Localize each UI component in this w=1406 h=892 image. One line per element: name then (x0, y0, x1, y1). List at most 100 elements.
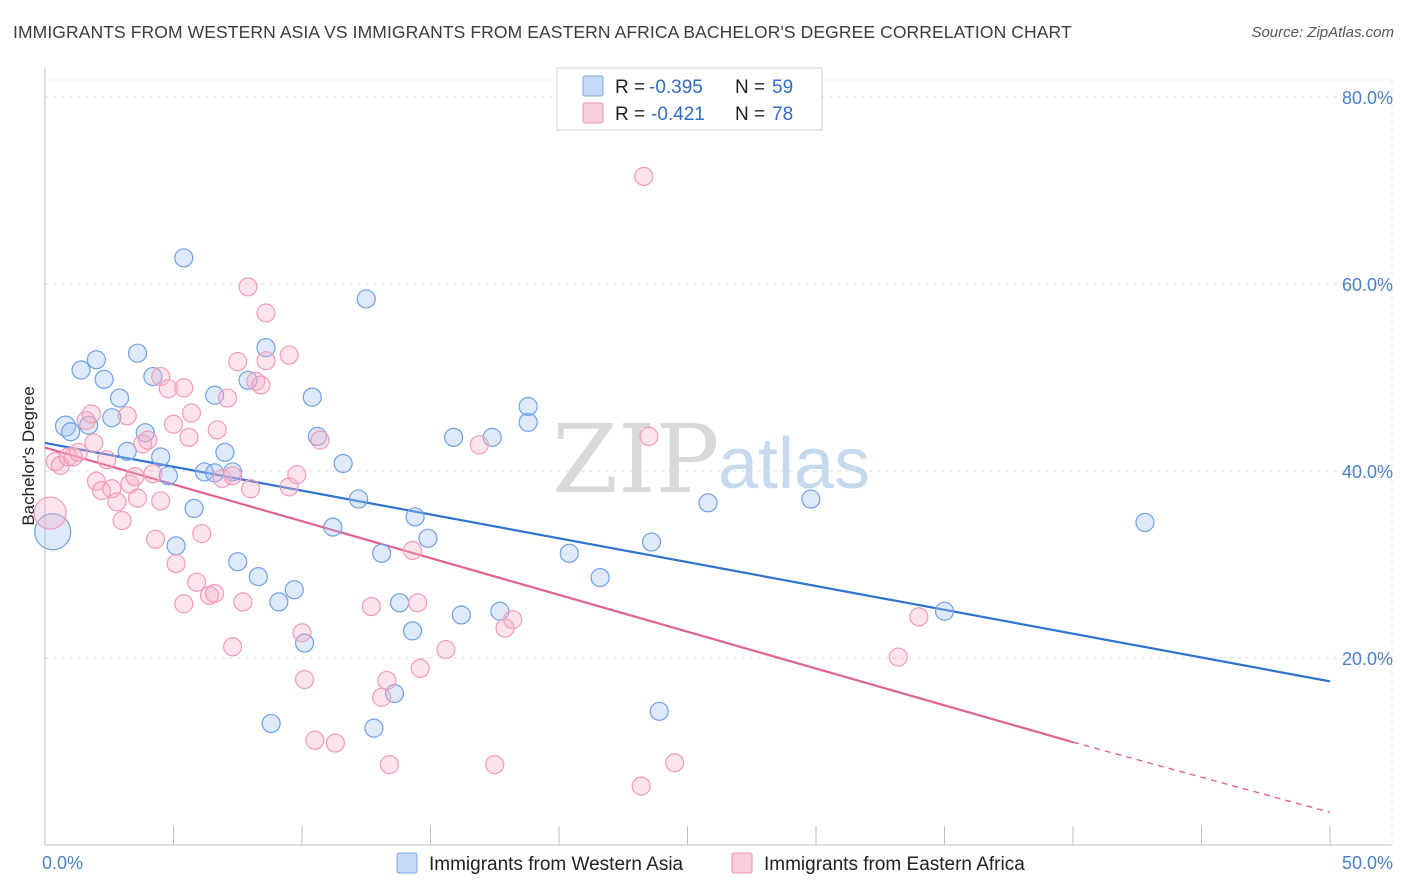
western-asia-point-29 (284, 580, 304, 600)
legend-box: R = -0.395 N = 59 R = -0.421 N = 78 (556, 67, 823, 131)
eastern-africa-point-28 (174, 594, 194, 614)
western-asia-point-43 (418, 528, 438, 548)
legend-r-label-2: R = (615, 104, 645, 125)
western-asia-point-3 (71, 360, 91, 380)
data-points (33, 166, 1155, 796)
eastern-africa-point-48 (256, 351, 276, 371)
eastern-africa-point-44 (241, 479, 261, 499)
legend-n-value-1: 59 (772, 77, 793, 98)
eastern-africa-point-54 (305, 730, 325, 750)
eastern-africa-point-55 (310, 430, 330, 450)
legend-swatch-eastern-africa (582, 102, 604, 124)
source-label: Source: ZipAtlas.com (1251, 24, 1394, 41)
eastern-africa-point-68 (503, 610, 523, 630)
eastern-africa-point-65 (469, 435, 489, 455)
eastern-africa-point-57 (361, 596, 381, 617)
y-axis-label: Bachelor's Degree (19, 386, 38, 525)
western-asia-point-50 (559, 543, 579, 563)
legend-swatch-western-asia (582, 75, 604, 97)
western-asia-point-52 (641, 532, 662, 552)
eastern-africa-point-49 (279, 477, 299, 497)
western-asia-point-9 (117, 441, 137, 461)
bottom-legend-swatch-eastern-africa (731, 852, 753, 874)
eastern-africa-point-70 (634, 166, 654, 187)
eastern-africa-point-50 (279, 345, 299, 365)
western-asia-point-13 (151, 447, 171, 467)
western-asia-point-6 (94, 369, 114, 389)
eastern-africa-trend-extension (1072, 741, 1331, 813)
eastern-africa-point-71 (639, 426, 659, 447)
western-asia-point-5 (86, 350, 107, 370)
eastern-africa-point-60 (379, 754, 399, 775)
eastern-africa-point-29 (174, 378, 194, 398)
axes (44, 68, 1392, 846)
western-asia-point-45 (451, 605, 471, 625)
eastern-africa-point-15 (117, 406, 137, 426)
x-tick-label-min: 0.0% (42, 853, 83, 873)
western-asia-point-28 (269, 592, 289, 612)
western-asia-point-27 (261, 713, 281, 734)
western-asia-point-54 (698, 493, 718, 513)
eastern-africa-point-14 (112, 510, 132, 531)
eastern-africa-point-39 (223, 466, 243, 486)
eastern-africa-point-36 (207, 420, 227, 440)
western-asia-trend-line (44, 441, 1331, 683)
bottom-legend-swatch-western-asia (396, 852, 418, 874)
eastern-africa-point-31 (181, 403, 202, 423)
y-tick-label-20: 20.0% (1342, 649, 1393, 669)
eastern-africa-point-9 (86, 471, 107, 491)
western-asia-point-37 (364, 718, 384, 738)
eastern-africa-point-8 (84, 433, 104, 453)
eastern-africa-point-18 (127, 488, 148, 508)
eastern-africa-point-35 (205, 583, 225, 604)
western-asia-point-0 (34, 513, 72, 551)
western-asia-point-34 (333, 453, 353, 474)
legend-r-label-1: R = (615, 77, 645, 98)
eastern-africa-point-74 (909, 607, 929, 627)
western-asia-point-17 (184, 498, 204, 518)
eastern-africa-point-24 (151, 366, 171, 387)
trend-lines (44, 441, 1331, 813)
western-asia-point-31 (302, 387, 322, 407)
western-asia-point-48 (518, 412, 538, 432)
eastern-africa-point-43 (238, 277, 258, 297)
eastern-africa-point-72 (665, 753, 685, 773)
watermark-atlas: atlas (718, 424, 870, 504)
western-asia-point-49 (518, 396, 538, 417)
eastern-africa-point-66 (485, 754, 505, 775)
eastern-africa-point-7 (81, 404, 101, 424)
eastern-africa-point-40 (223, 637, 243, 657)
eastern-africa-point-52 (292, 623, 312, 643)
eastern-africa-point-46 (251, 375, 271, 395)
eastern-africa-point-27 (166, 553, 186, 574)
eastern-africa-point-56 (325, 733, 346, 753)
western-asia-point-57 (1135, 512, 1155, 533)
eastern-africa-point-17 (125, 467, 145, 487)
western-asia-point-53 (649, 701, 669, 721)
eastern-africa-point-20 (138, 430, 158, 450)
eastern-africa-point-63 (410, 658, 430, 678)
eastern-africa-point-58 (372, 687, 392, 707)
eastern-africa-point-11 (97, 450, 117, 470)
chart-title: IMMIGRANTS FROM WESTERN ASIA VS IMMIGRAN… (13, 22, 1072, 42)
eastern-africa-point-13 (107, 492, 127, 512)
eastern-africa-point-45 (246, 371, 266, 391)
eastern-africa-point-69 (631, 776, 651, 796)
western-asia-point-8 (109, 388, 130, 408)
eastern-africa-point-23 (151, 491, 171, 511)
western-asia-point-10 (127, 343, 148, 363)
western-asia-point-51 (590, 567, 610, 588)
eastern-africa-point-73 (888, 647, 908, 667)
eastern-africa-point-38 (217, 388, 238, 408)
western-asia-point-36 (356, 289, 376, 309)
legend-r-value-1: -0.395 (649, 77, 703, 98)
western-asia-point-23 (228, 552, 248, 572)
eastern-africa-point-47 (256, 303, 276, 323)
legend-n-value-2: 78 (772, 104, 793, 125)
western-asia-point-12 (143, 366, 163, 387)
eastern-africa-point-42 (233, 592, 253, 612)
eastern-africa-point-32 (187, 572, 207, 592)
eastern-africa-point-61 (402, 540, 423, 561)
western-asia-point-42 (405, 507, 425, 527)
eastern-africa-point-59 (377, 670, 397, 691)
